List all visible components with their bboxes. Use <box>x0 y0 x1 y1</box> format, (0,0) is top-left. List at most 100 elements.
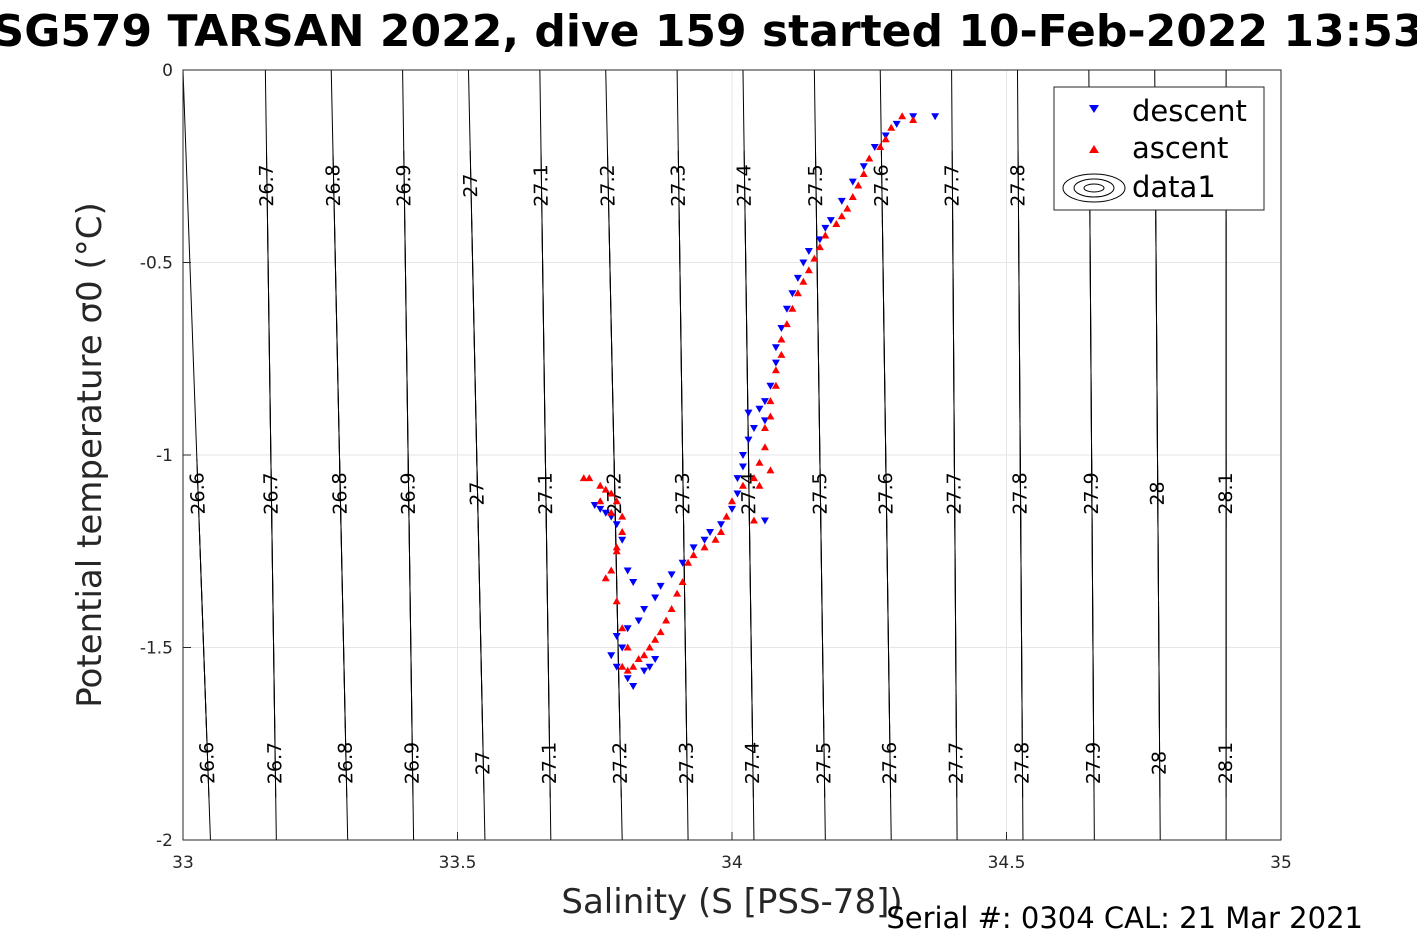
descent-point <box>738 452 747 459</box>
isopycnal-label: 27 <box>466 481 489 506</box>
descent-point <box>799 259 808 267</box>
descent-point <box>766 382 775 390</box>
isopycnal-label: 26.7 <box>256 164 279 207</box>
ascent-point <box>623 666 632 674</box>
descent-point <box>749 425 758 433</box>
ascent-point <box>749 474 758 482</box>
legend-ascent-marker <box>1089 145 1099 153</box>
isopycnal-label: 26.9 <box>393 164 416 207</box>
x-axis-ticks: 33 33.5 34 34.5 35 <box>172 832 1292 873</box>
isopycnal-label: 27.5 <box>813 742 836 785</box>
ascent-point <box>579 474 588 482</box>
ascent-point <box>909 116 918 124</box>
ascent-point <box>629 662 638 670</box>
isopycnal-line <box>676 69 687 729</box>
ascent-point <box>722 512 731 520</box>
isopycnal-label: 26.8 <box>329 472 352 515</box>
descent-point <box>717 521 726 529</box>
ascent-point <box>810 254 819 262</box>
descent-point <box>601 509 610 517</box>
isopycnal-line <box>879 69 891 729</box>
isopycnal-label: 27.2 <box>597 164 620 207</box>
descent-point <box>804 247 813 255</box>
x-axis-label: Salinity (S [PSS-78]) <box>561 882 902 922</box>
isopycnal-label: 26.7 <box>264 742 287 785</box>
legend: descent ascent data1 <box>1053 86 1265 211</box>
descent-point <box>596 505 605 513</box>
descent-point <box>612 521 621 529</box>
ascent-point <box>596 481 605 489</box>
descent-point <box>689 544 698 552</box>
descent-point <box>760 398 769 406</box>
descent-point <box>623 567 632 575</box>
descent-point <box>733 490 742 498</box>
descent-point <box>607 652 616 660</box>
ascent-point <box>711 535 720 543</box>
ascent-point <box>684 558 693 566</box>
isopycnal-line <box>813 69 825 729</box>
isopycnal-line <box>539 69 550 729</box>
ascent-point <box>793 289 802 297</box>
descent-point <box>656 582 665 590</box>
ascent-point <box>837 212 846 220</box>
ascent-point <box>601 485 610 493</box>
legend-entry-data1: data1 <box>1132 170 1216 204</box>
ascent-point <box>760 443 769 451</box>
ascent-point <box>738 481 747 489</box>
ascent-point <box>755 481 764 489</box>
ascent-point <box>618 662 627 670</box>
isopycnal-line <box>264 69 276 729</box>
descent-point <box>755 405 764 413</box>
serial-calibration-note: Serial #: 0304 CAL: 21 Mar 2021 <box>886 901 1363 935</box>
isopycnal-label: 27.4 <box>738 472 761 515</box>
ascent-point <box>618 528 627 535</box>
isopycnal-label: 27.9 <box>1083 742 1105 784</box>
ascent-point <box>662 616 671 624</box>
descent-point <box>826 217 835 225</box>
ascent-point <box>673 589 682 597</box>
isopycnal-line <box>402 69 413 729</box>
descent-point <box>760 517 769 525</box>
ascent-point <box>667 605 676 612</box>
isopycnal-label: 27.6 <box>871 164 894 207</box>
descent-point <box>629 579 638 587</box>
ascent-point <box>881 135 890 143</box>
descent-point <box>788 290 797 298</box>
descent-point <box>837 197 846 205</box>
ascent-point <box>771 366 780 374</box>
ascent-point <box>804 266 813 274</box>
isopycnal-label: 28.1 <box>1215 472 1237 514</box>
ascent-point <box>815 243 824 251</box>
y-tick-label: -2 <box>156 831 173 851</box>
ascent-point <box>656 628 665 636</box>
descent-point <box>744 436 753 444</box>
isopycnal-label: 27.5 <box>809 472 832 515</box>
x-tick-label: 33.5 <box>439 853 477 873</box>
isopycnal-label: 28 <box>1149 751 1171 775</box>
legend-box <box>1053 86 1265 211</box>
descent-point <box>645 663 654 671</box>
y-tick-label: -1 <box>156 446 173 466</box>
ascent-point <box>607 566 616 574</box>
ascent-point <box>651 635 660 643</box>
isopycnal-label: 26.7 <box>260 472 283 515</box>
isopycnal-label: 28.1 <box>1215 742 1237 784</box>
isopycnal-label: 26.8 <box>335 742 358 785</box>
descent-point <box>771 359 780 367</box>
ascent-point <box>689 551 698 559</box>
ascent-point <box>760 424 769 432</box>
y-tick-label: -0.5 <box>140 254 173 274</box>
ascent-point <box>799 277 808 285</box>
legend-entry-ascent: ascent <box>1132 131 1228 165</box>
ascent-point <box>876 143 885 150</box>
isopycnal-label: 28 <box>1147 481 1169 505</box>
ascent-point <box>612 597 621 605</box>
isopycnal-label: 27.3 <box>672 472 695 515</box>
descent-point <box>782 305 791 313</box>
descent-point <box>821 224 830 232</box>
ascent-point <box>832 220 841 227</box>
ascent-point <box>596 497 605 505</box>
isopycnal-label: 27.8 <box>1007 164 1029 206</box>
descent-point <box>738 463 747 471</box>
ascent-point <box>788 304 797 312</box>
